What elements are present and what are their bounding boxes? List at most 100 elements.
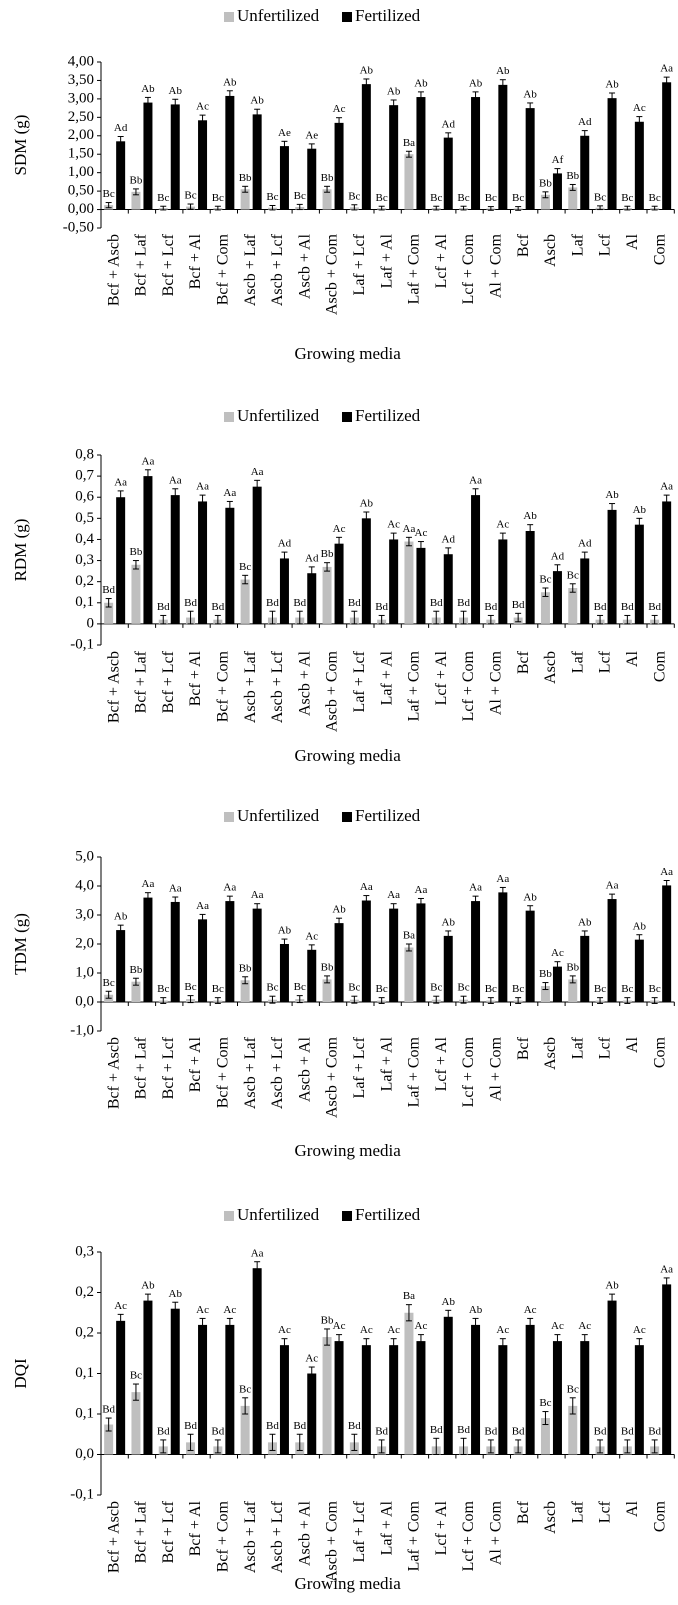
significance-label: Bc bbox=[649, 192, 661, 204]
x-tick-label: Laf + Al bbox=[378, 1500, 395, 1555]
x-tick-label: Ascb bbox=[542, 234, 559, 267]
significance-label: Ac bbox=[360, 1324, 373, 1336]
significance-label: Aa bbox=[223, 882, 236, 894]
bar bbox=[307, 1373, 317, 1455]
significance-label: Bb bbox=[130, 174, 143, 186]
bar bbox=[240, 579, 250, 624]
significance-label: Aa bbox=[251, 466, 264, 478]
significance-label: Aa bbox=[196, 900, 209, 912]
significance-label: Ab bbox=[442, 916, 456, 928]
significance-label: Bd bbox=[211, 601, 224, 613]
bar bbox=[471, 495, 481, 624]
legend-swatch bbox=[224, 812, 234, 822]
significance-label: Ae bbox=[278, 127, 291, 139]
x-tick-label: Ascb + Laf bbox=[242, 650, 259, 723]
x-tick-label: Ascb + Al bbox=[296, 650, 313, 716]
x-tick-label: Bcf + Lcf bbox=[160, 1036, 177, 1099]
significance-label: Ad bbox=[442, 118, 456, 130]
significance-label: Bd bbox=[430, 597, 443, 609]
bar bbox=[443, 1316, 453, 1455]
bar bbox=[307, 573, 317, 624]
significance-label: Ac bbox=[524, 1304, 537, 1316]
y-tick-label: 3,00 bbox=[68, 90, 94, 106]
x-tick-label: Bcf + Laf bbox=[133, 650, 150, 713]
significance-label: Bd bbox=[621, 1425, 634, 1437]
legend-label: Fertilized bbox=[355, 6, 421, 25]
significance-label: Aa bbox=[660, 63, 673, 75]
bar bbox=[116, 141, 126, 210]
significance-label: Bd bbox=[293, 1420, 306, 1432]
significance-label: Bb bbox=[130, 964, 143, 976]
bar bbox=[416, 1341, 426, 1455]
significance-label: Ac bbox=[114, 1300, 127, 1312]
y-tick-label: 5,0 bbox=[75, 848, 94, 864]
significance-label: Bc bbox=[157, 983, 169, 995]
x-tick-label: Bcf + Ascb bbox=[105, 651, 122, 723]
significance-label: Bb bbox=[321, 961, 334, 973]
bar bbox=[443, 554, 453, 624]
x-tick-label: Bcf + Lcf bbox=[160, 650, 177, 713]
significance-label: Ad bbox=[114, 122, 128, 134]
x-tick-label: Bcf + Com bbox=[215, 233, 232, 305]
y-tick-label: 2,50 bbox=[68, 109, 94, 125]
bar bbox=[279, 944, 289, 1002]
bar bbox=[552, 1341, 562, 1455]
significance-label: Bd bbox=[375, 601, 388, 613]
significance-label: Ac bbox=[415, 1320, 428, 1332]
significance-label: Bd bbox=[648, 1425, 661, 1437]
significance-label: Aa bbox=[142, 878, 155, 890]
significance-label: Bb bbox=[539, 968, 552, 980]
bar bbox=[104, 602, 114, 624]
y-tick-label: 2,0 bbox=[75, 935, 94, 951]
bar bbox=[170, 901, 180, 1002]
significance-label: Bd bbox=[457, 1424, 470, 1436]
significance-label: Bc bbox=[212, 192, 224, 204]
x-tick-label: Ascb + Laf bbox=[242, 1500, 259, 1573]
significance-label: Bc bbox=[485, 983, 497, 995]
x-tick-label: Bcf + Ascb bbox=[105, 1501, 122, 1573]
bar bbox=[334, 122, 344, 210]
significance-label: Ac bbox=[551, 1320, 564, 1332]
bar bbox=[568, 187, 578, 210]
bar bbox=[131, 1392, 141, 1455]
significance-label: Bd bbox=[266, 597, 279, 609]
y-tick-label: 0,1 bbox=[75, 594, 94, 610]
x-tick-label: Ascb + Lcf bbox=[269, 650, 286, 723]
x-tick-label: Bcf + Com bbox=[215, 650, 232, 722]
y-tick-label: 0,2 bbox=[75, 1324, 94, 1340]
significance-label: Aa bbox=[169, 474, 182, 486]
significance-label: Ab bbox=[496, 65, 510, 77]
x-tick-label: Ascb + Com bbox=[324, 650, 341, 732]
bar bbox=[389, 539, 399, 624]
bar bbox=[143, 1300, 153, 1455]
bar bbox=[198, 919, 208, 1002]
significance-label: Bd bbox=[621, 601, 634, 613]
significance-label: Bb bbox=[239, 962, 252, 974]
x-axis-title: Growing media bbox=[295, 746, 402, 765]
significance-label: Bd bbox=[348, 1420, 361, 1432]
significance-label: Ac bbox=[333, 523, 346, 535]
significance-label: Bc bbox=[376, 192, 388, 204]
x-tick-label: Bcf + Lcf bbox=[160, 233, 177, 296]
significance-label: Aa bbox=[114, 476, 127, 488]
x-tick-label: Al bbox=[624, 650, 641, 667]
significance-label: Bb bbox=[539, 177, 552, 189]
significance-label: Bc bbox=[567, 1383, 579, 1395]
significance-label: Ac bbox=[496, 519, 509, 531]
significance-label: Ab bbox=[169, 1288, 183, 1300]
significance-label: Aa bbox=[169, 883, 182, 895]
bar bbox=[389, 105, 399, 210]
significance-label: Ba bbox=[403, 930, 415, 942]
x-tick-label: Lcf bbox=[597, 1500, 614, 1523]
x-tick-label: Laf + Com bbox=[406, 650, 423, 721]
x-tick-label: Lcf bbox=[597, 1036, 614, 1059]
x-tick-label: Lcf + Al bbox=[433, 1500, 450, 1555]
x-tick-label: Laf bbox=[569, 1036, 586, 1059]
x-tick-label: Laf bbox=[569, 233, 586, 256]
significance-label: Ad bbox=[551, 550, 565, 562]
x-tick-label: Bcf + Laf bbox=[133, 1036, 150, 1099]
bar bbox=[240, 980, 250, 1002]
significance-label: Ac bbox=[387, 1324, 400, 1336]
x-axis-title: Growing media bbox=[295, 1141, 402, 1160]
x-tick-label: Lcf bbox=[597, 650, 614, 673]
